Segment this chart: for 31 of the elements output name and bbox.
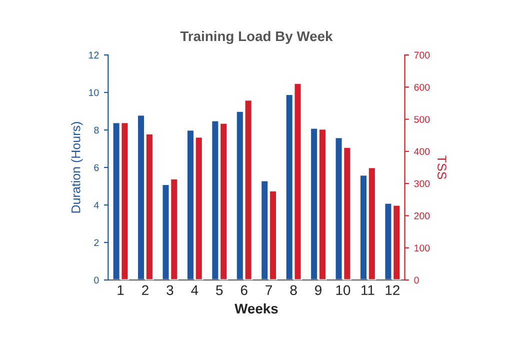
chart-title: Training Load By Week <box>180 30 333 44</box>
x-tick-label: 5 <box>216 285 223 296</box>
x-tick-label: 1 <box>118 285 124 295</box>
y2-tick-label: 100 <box>414 244 430 252</box>
x-tick-label: 8 <box>290 285 297 296</box>
y2-tick-label: 0 <box>414 276 419 284</box>
x-tick-label: 4 <box>191 285 198 295</box>
y-tick-label: 4 <box>94 202 99 209</box>
y2-tick-label: 200 <box>414 212 430 220</box>
x-tick-label: 10 <box>336 285 350 296</box>
x-tick-label: 3 <box>166 285 174 296</box>
x-tick-label: 2 <box>142 285 148 295</box>
y2-axis-title: TSS <box>438 156 446 180</box>
y-tick-label: 6 <box>94 164 99 172</box>
x-tick-label: 12 <box>386 285 400 295</box>
x-tick-label: 6 <box>240 285 248 296</box>
y-tick-label: 8 <box>94 126 99 134</box>
y2-tick-label: 600 <box>414 84 430 91</box>
x-tick-label: 7 <box>266 285 272 295</box>
y2-tick-label: 700 <box>414 52 430 59</box>
y-tick-label: 10 <box>89 89 99 96</box>
y2-tick-label: 300 <box>414 180 430 188</box>
y-axis-title: Duration (Hours) <box>71 122 83 213</box>
y-tick-label: 2 <box>94 239 99 246</box>
x-axis-title: Weeks <box>234 303 278 314</box>
x-tick-label: 9 <box>315 285 322 296</box>
y2-tick-label: 400 <box>414 148 430 156</box>
x-tick-label: 11 <box>362 285 374 295</box>
y2-tick-label: 500 <box>414 116 430 123</box>
y-tick-label: 0 <box>94 276 99 284</box>
y-tick-label: 12 <box>89 52 99 58</box>
